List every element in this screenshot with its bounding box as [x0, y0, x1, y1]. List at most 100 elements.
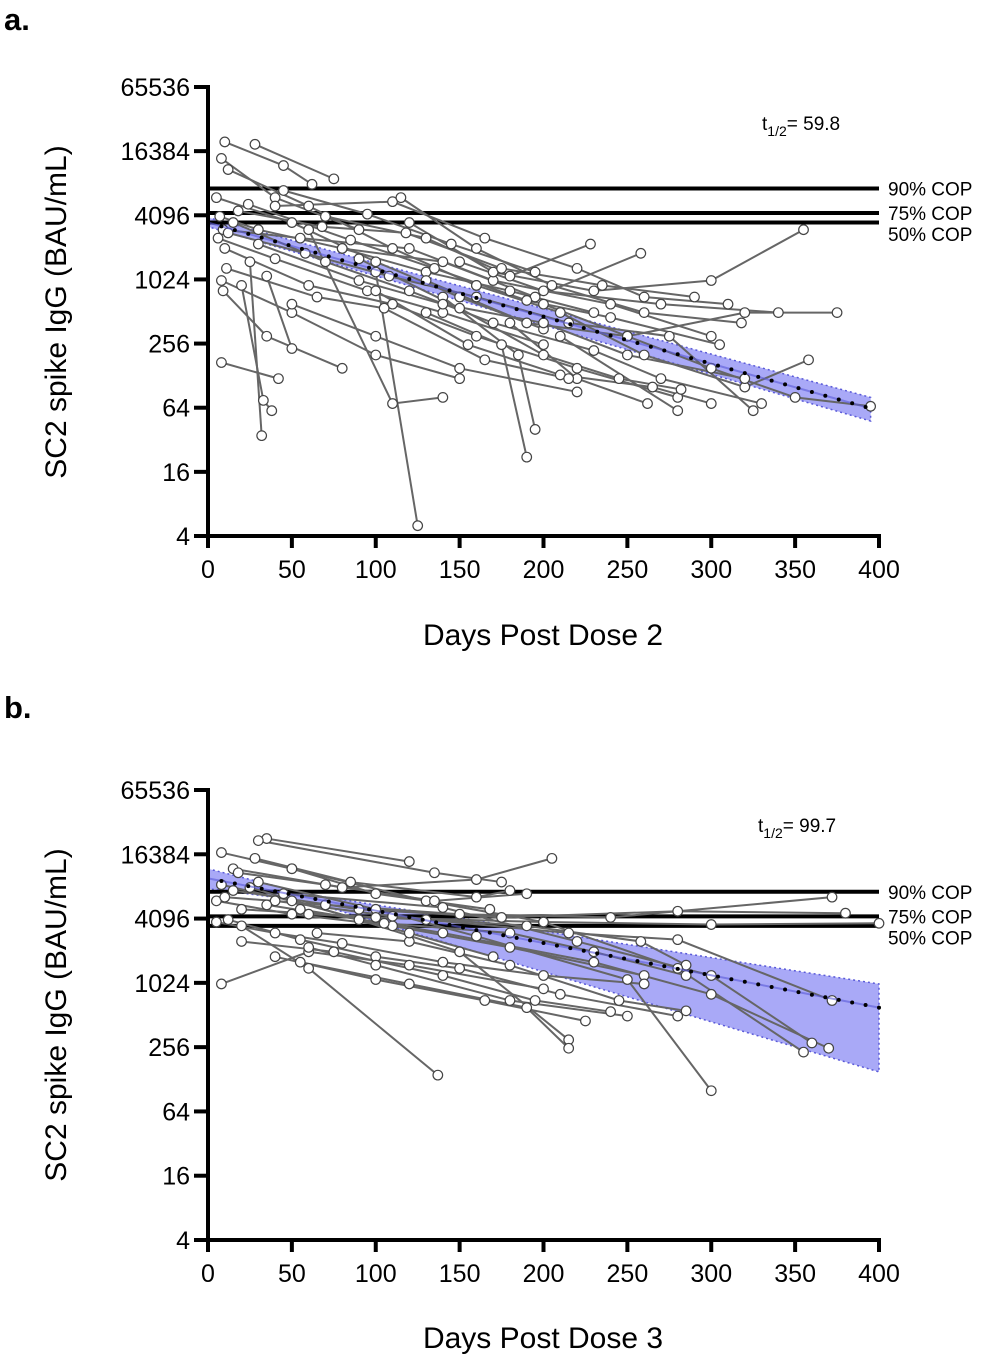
fit-dot	[836, 397, 841, 402]
data-point	[571, 362, 583, 374]
data-point	[705, 988, 717, 1000]
data-point	[387, 243, 398, 254]
data-point	[236, 280, 247, 291]
data-point	[214, 210, 226, 222]
y-tick-label: 256	[148, 1034, 190, 1062]
subject-line	[258, 839, 502, 884]
fit-dot	[783, 382, 788, 387]
fit-dot	[460, 292, 465, 297]
data-point	[412, 520, 424, 532]
subject-line	[374, 271, 419, 526]
fit-dot	[863, 1003, 868, 1008]
fit-dot	[648, 344, 653, 349]
data-point	[303, 224, 315, 236]
x-tick-label: 50	[278, 1260, 306, 1288]
fit-dot	[595, 329, 600, 334]
data-point	[521, 451, 533, 463]
data-point	[798, 224, 809, 236]
data-point	[403, 927, 415, 939]
data-point	[370, 888, 382, 900]
fit-dot	[219, 224, 224, 229]
fit-dot	[541, 940, 546, 945]
data-point	[320, 210, 331, 222]
x-tick-label: 350	[774, 556, 816, 584]
data-point	[403, 978, 415, 990]
data-point	[689, 291, 700, 303]
fit-dot	[528, 938, 533, 943]
fit-dot	[581, 325, 586, 330]
subject-line	[227, 918, 678, 1018]
y-tick-label: 16384	[120, 841, 190, 869]
reference-line-label: 50% COP	[888, 225, 972, 246]
data-point	[216, 275, 227, 286]
data-point	[400, 227, 412, 239]
data-point	[232, 867, 244, 879]
data-point	[227, 217, 239, 228]
data-point	[320, 256, 331, 268]
fit-dot	[608, 333, 613, 338]
x-tick-label: 100	[355, 556, 397, 584]
data-point	[538, 970, 549, 981]
data-point	[261, 899, 273, 911]
subject-line	[254, 143, 335, 180]
x-tick-label: 50	[278, 556, 306, 584]
data-point	[249, 138, 261, 150]
data-point	[563, 1042, 575, 1054]
data-point	[222, 914, 234, 926]
fit-dot	[608, 953, 613, 958]
x-tick-label: 300	[690, 556, 732, 584]
fit-dot	[367, 907, 372, 912]
data-point	[236, 903, 247, 915]
fit-dot	[273, 239, 278, 244]
fit-dot	[756, 982, 761, 987]
fit-dot	[514, 307, 519, 312]
data-point	[266, 405, 278, 417]
subject-line	[238, 209, 695, 299]
fit-dot	[232, 228, 237, 233]
y-axis-title: SC2 spike IgG (BAU/mL)	[40, 848, 73, 1181]
data-point	[420, 232, 432, 244]
x-tick-label: 0	[201, 1260, 215, 1288]
fit-dot	[353, 261, 358, 266]
reference-line-label: 90% COP	[888, 180, 972, 201]
data-point	[378, 302, 390, 314]
data-point	[437, 956, 449, 968]
data-point	[823, 1042, 835, 1054]
x-tick-label: 200	[523, 556, 565, 584]
fit-dot	[729, 367, 734, 372]
data-point	[672, 1010, 684, 1022]
fit-dot	[850, 1000, 855, 1005]
fit-dot	[809, 389, 814, 394]
fit-dot	[568, 322, 573, 327]
y-tick-label: 1024	[134, 970, 190, 998]
subject-line	[275, 200, 729, 306]
data-point	[222, 164, 234, 175]
data-point	[504, 941, 516, 953]
data-point	[554, 307, 566, 318]
half-life-annotation: t1/2= 59.8	[762, 114, 840, 139]
data-point	[232, 205, 244, 217]
fit-dot	[380, 909, 385, 914]
data-point	[596, 280, 608, 291]
data-point	[311, 291, 323, 303]
data-point	[840, 907, 851, 919]
data-point	[454, 962, 466, 974]
data-point	[437, 298, 449, 310]
data-point	[454, 362, 466, 374]
fit-dot	[219, 878, 224, 883]
subject-line	[224, 247, 678, 399]
x-tick-label: 250	[607, 556, 649, 584]
data-point	[672, 405, 684, 417]
x-axis-title: Days Post Dose 3	[423, 1322, 663, 1355]
data-point	[336, 937, 348, 949]
data-point	[221, 262, 232, 274]
fit-dot	[299, 246, 304, 251]
data-point	[252, 835, 264, 847]
y-axis-title: SC2 spike IgG (BAU/mL)	[40, 145, 73, 478]
fit-dot	[742, 979, 747, 984]
y-tick-label: 16384	[120, 138, 190, 166]
fit-dot	[501, 303, 506, 308]
fit-dot	[326, 899, 331, 904]
data-point	[336, 362, 348, 374]
